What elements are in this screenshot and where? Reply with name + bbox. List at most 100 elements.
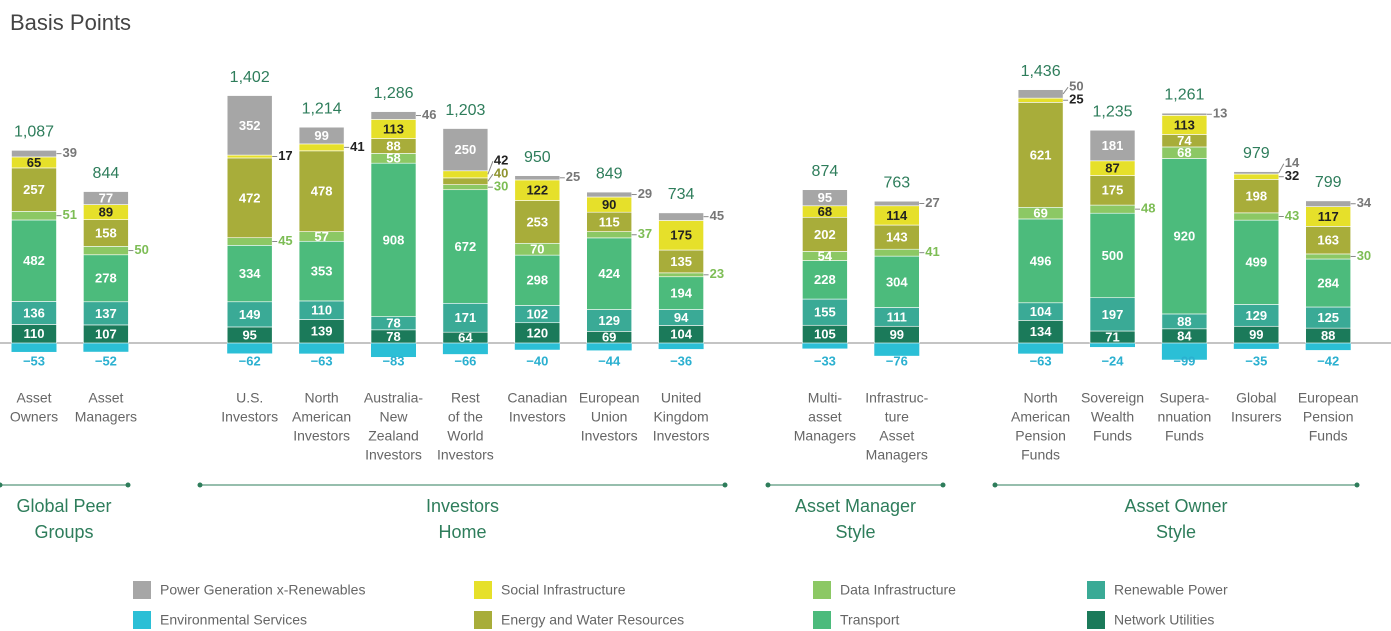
group-dot xyxy=(0,482,3,488)
legend-label: Transport xyxy=(840,612,900,628)
x-tick-label: United xyxy=(661,390,701,406)
value-label: −62 xyxy=(239,353,261,368)
value-label: 284 xyxy=(1317,275,1339,290)
value-label: 134 xyxy=(1030,324,1052,339)
value-label: 129 xyxy=(1245,308,1267,323)
value-label: 13 xyxy=(1213,106,1227,121)
bar-segment xyxy=(442,189,489,304)
value-label: 95 xyxy=(242,327,256,342)
value-label: 253 xyxy=(526,214,548,229)
bar-segment xyxy=(1305,200,1351,207)
x-tick-label: Funds xyxy=(1309,428,1348,444)
value-label: 42 xyxy=(494,153,508,168)
value-label: 78 xyxy=(386,316,400,331)
y-axis-label: Basis Points xyxy=(10,10,131,35)
legend-label: Power Generation x-Renewables xyxy=(160,582,365,598)
value-label: 70 xyxy=(530,242,544,257)
total-label: 1,087 xyxy=(14,124,54,141)
value-label: 37 xyxy=(638,226,652,241)
bar-segment xyxy=(1305,253,1351,260)
value-label: 84 xyxy=(1177,328,1192,343)
total-label: 1,402 xyxy=(230,69,270,86)
value-label: 136 xyxy=(23,305,45,320)
x-tick-label: North xyxy=(304,390,338,406)
value-label: 298 xyxy=(526,273,548,288)
bar-segment xyxy=(1233,212,1280,221)
bar-segment xyxy=(226,95,273,156)
bar-segment xyxy=(298,143,345,152)
x-tick-label: New xyxy=(379,409,408,425)
bar-segment xyxy=(83,219,129,247)
value-label: 500 xyxy=(1102,248,1124,263)
x-tick-label: Kingdom xyxy=(653,409,708,425)
group-dot xyxy=(125,482,131,488)
value-label: 304 xyxy=(886,274,908,289)
value-label: 17 xyxy=(278,148,292,163)
bar-segment xyxy=(514,200,561,244)
bar-segment xyxy=(1233,173,1280,180)
x-tick-label: Asset xyxy=(16,390,51,406)
total-label: 1,286 xyxy=(373,85,413,102)
value-label: 175 xyxy=(1102,183,1124,198)
total-label: 844 xyxy=(93,165,120,182)
group-dot xyxy=(992,482,998,488)
bar-segment xyxy=(226,157,273,239)
bar-segment xyxy=(226,301,273,328)
bar-segment xyxy=(1018,343,1064,354)
legend-swatch xyxy=(813,611,831,629)
bar-segment xyxy=(514,343,560,350)
value-label: 41 xyxy=(350,139,364,154)
bar-segment xyxy=(802,216,848,252)
value-label: 250 xyxy=(455,142,477,157)
bar-segment xyxy=(1089,129,1136,162)
bar-segment xyxy=(1017,89,1064,99)
group-dot xyxy=(722,482,728,488)
total-label: 979 xyxy=(1243,145,1270,162)
value-label: 88 xyxy=(1177,314,1191,329)
value-label: 69 xyxy=(1033,206,1047,221)
total-label: 1,214 xyxy=(302,100,342,117)
value-label: 69 xyxy=(602,330,616,345)
legend-swatch xyxy=(1087,611,1105,629)
legend-swatch xyxy=(133,581,151,599)
bar-segment xyxy=(1161,112,1208,116)
value-label: 163 xyxy=(1317,233,1339,248)
value-label: 137 xyxy=(95,306,117,321)
group-label: Global Peer xyxy=(16,496,111,516)
value-label: 50 xyxy=(134,242,148,257)
value-label: 228 xyxy=(814,272,836,287)
bar-segment xyxy=(370,162,417,317)
value-label: −83 xyxy=(382,353,404,368)
group-dot xyxy=(197,482,203,488)
value-label: 95 xyxy=(818,190,832,205)
value-label: 102 xyxy=(526,307,548,322)
bar-segment xyxy=(1089,212,1136,299)
value-label: −76 xyxy=(886,353,908,368)
value-label: 43 xyxy=(1285,208,1299,223)
value-label: 143 xyxy=(886,230,908,245)
bar-segment xyxy=(873,200,920,207)
value-label: 171 xyxy=(455,310,477,325)
value-label: −24 xyxy=(1101,353,1124,368)
bar-segment xyxy=(1233,219,1280,305)
x-tick-label: Pension xyxy=(1015,428,1066,444)
bar-segment xyxy=(802,298,848,326)
x-tick-label: Investors xyxy=(365,447,422,463)
total-label: 1,203 xyxy=(445,102,485,119)
value-label: 78 xyxy=(386,329,400,344)
x-tick-label: Asset xyxy=(88,390,123,406)
group-dot xyxy=(765,482,771,488)
bar-segment xyxy=(514,175,561,181)
x-tick-label: Investors xyxy=(653,428,710,444)
value-label: 88 xyxy=(1321,328,1335,343)
x-tick-label: Investors xyxy=(293,428,350,444)
value-label: 39 xyxy=(63,145,77,160)
value-label: 198 xyxy=(1245,189,1267,204)
total-label: 1,436 xyxy=(1021,63,1061,80)
bar-segment xyxy=(1017,218,1064,304)
x-tick-label: Sovereign xyxy=(1081,390,1144,406)
label-leader xyxy=(487,173,494,182)
bar-segment xyxy=(442,128,489,172)
legend-swatch xyxy=(474,611,492,629)
value-label: 68 xyxy=(818,204,832,219)
